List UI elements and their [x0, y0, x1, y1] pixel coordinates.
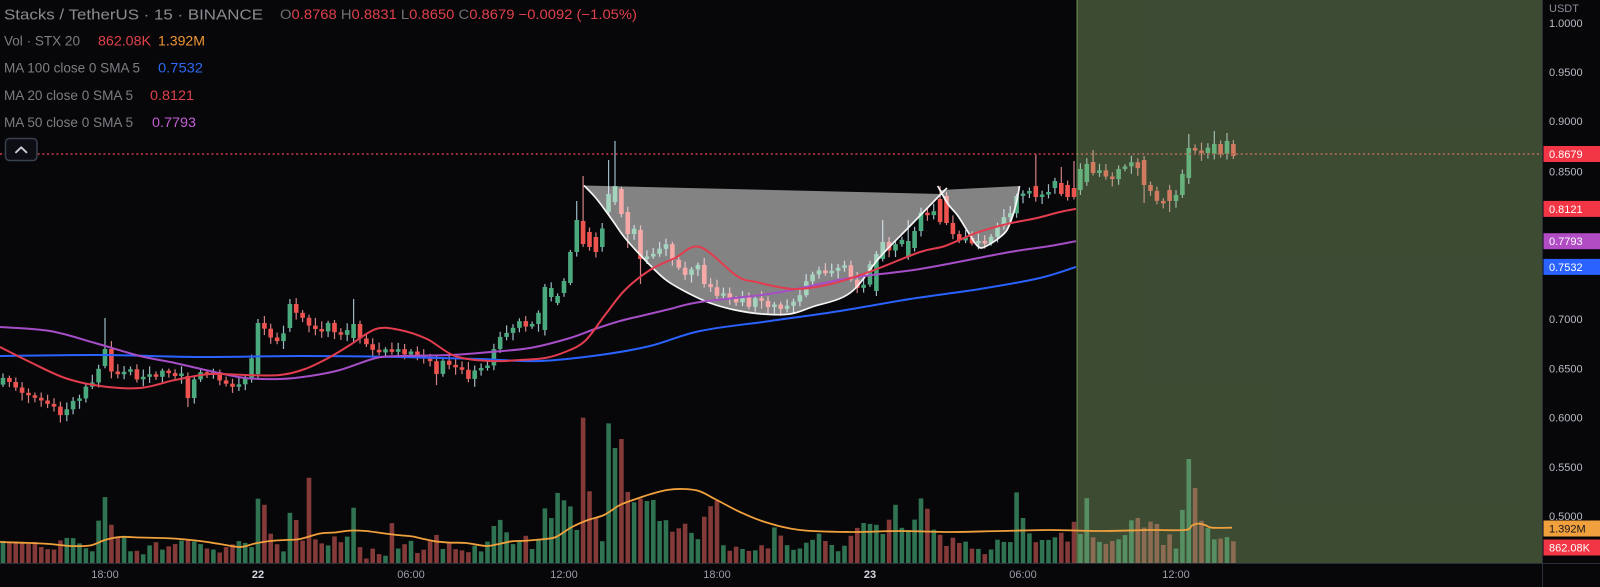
svg-text:862.08K: 862.08K — [1549, 543, 1591, 555]
svg-text:USDT: USDT — [1549, 3, 1579, 15]
svg-text:1.0000: 1.0000 — [1549, 18, 1583, 30]
svg-text:0.7532: 0.7532 — [158, 61, 203, 76]
svg-text:12:00: 12:00 — [1162, 569, 1190, 581]
svg-text:0.6500: 0.6500 — [1549, 363, 1583, 375]
svg-text:0.8679: 0.8679 — [1549, 149, 1583, 161]
svg-text:23: 23 — [864, 569, 876, 581]
svg-text:1.392M: 1.392M — [1549, 524, 1586, 536]
svg-text:MA 20 close 0 SMA 5: MA 20 close 0 SMA 5 — [4, 88, 133, 103]
svg-text:18:00: 18:00 — [91, 569, 119, 581]
svg-text:22: 22 — [252, 569, 264, 581]
svg-text:06:00: 06:00 — [397, 569, 425, 581]
svg-text:0.8500: 0.8500 — [1549, 167, 1583, 179]
svg-text:MA 100 close 0 SMA 5: MA 100 close 0 SMA 5 — [4, 61, 140, 76]
svg-text:06:00: 06:00 — [1009, 569, 1037, 581]
svg-text:862.08K: 862.08K — [98, 34, 151, 49]
svg-text:0.7793: 0.7793 — [152, 115, 196, 130]
svg-text:18:00: 18:00 — [703, 569, 731, 581]
svg-text:MA 50 close 0 SMA 5: MA 50 close 0 SMA 5 — [4, 115, 133, 130]
svg-text:0.5000: 0.5000 — [1549, 511, 1583, 523]
svg-text:0.9500: 0.9500 — [1549, 67, 1583, 79]
svg-text:12:00: 12:00 — [550, 569, 578, 581]
svg-text:0.6000: 0.6000 — [1549, 413, 1583, 425]
svg-text:Vol · STX 20: Vol · STX 20 — [4, 34, 80, 49]
svg-text:O0.8768 H0.8831 L0.8650 C0.867: O0.8768 H0.8831 L0.8650 C0.8679 −0.0092 … — [280, 7, 637, 22]
svg-text:0.8121: 0.8121 — [1549, 204, 1583, 216]
svg-text:Stacks / TetherUS · 15 · BINAN: Stacks / TetherUS · 15 · BINANCE — [4, 7, 263, 24]
svg-text:0.7793: 0.7793 — [1549, 236, 1583, 248]
svg-text:0.7532: 0.7532 — [1549, 262, 1583, 274]
svg-text:0.5500: 0.5500 — [1549, 462, 1583, 474]
svg-text:0.8121: 0.8121 — [150, 88, 194, 103]
svg-text:1.392M: 1.392M — [158, 34, 205, 49]
svg-text:0.9000: 0.9000 — [1549, 116, 1583, 128]
svg-text:0.7000: 0.7000 — [1549, 314, 1583, 326]
